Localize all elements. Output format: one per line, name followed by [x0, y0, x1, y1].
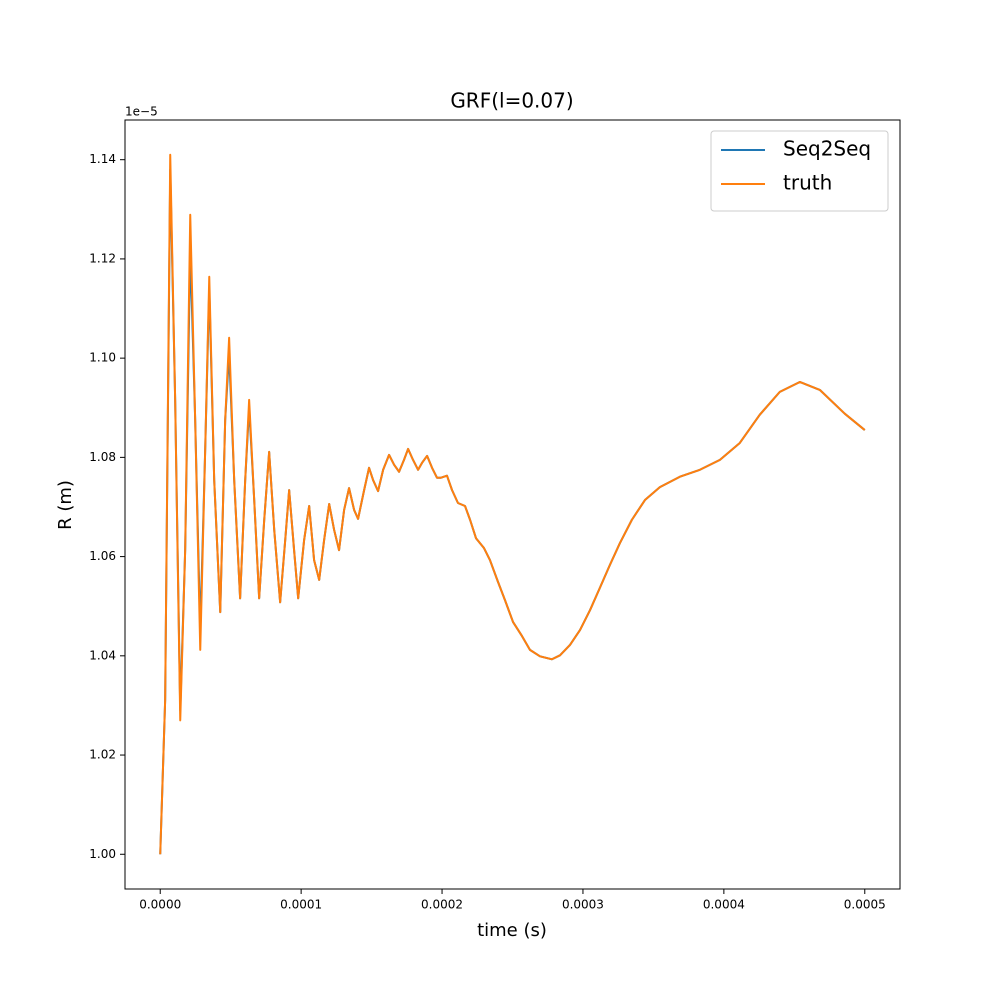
y-tick-label: 1.02	[89, 748, 116, 762]
y-tick-label: 1.14	[89, 152, 116, 166]
x-tick-label: 0.0001	[280, 898, 322, 912]
x-tick-label: 0.0005	[844, 898, 886, 912]
y-tick-label: 1.06	[89, 549, 116, 563]
y-tick-label: 1.00	[89, 847, 116, 861]
y-offset-label: 1e−5	[125, 105, 158, 119]
y-tick-label: 1.04	[89, 648, 116, 662]
x-tick-label: 0.0000	[139, 898, 181, 912]
x-tick-label: 0.0004	[703, 898, 745, 912]
y-axis-label: R (m)	[55, 480, 76, 530]
legend-label: Seq2Seq	[783, 137, 871, 161]
y-tick-label: 1.10	[89, 351, 116, 365]
x-tick-label: 0.0002	[421, 898, 463, 912]
legend-label: truth	[783, 171, 832, 195]
chart-title: GRF(l=0.07)	[450, 89, 573, 113]
plot-area: 0.0000 0.0001 0.0002 0.0003 0.0004 0.0005 1.00…	[89, 119, 901, 912]
x-tick-label: 0.0003	[562, 898, 604, 912]
axes-frame	[124, 119, 901, 890]
y-tick-label: 1.12	[89, 251, 116, 265]
series-line	[159, 153, 866, 855]
x-axis-label: time (s)	[477, 920, 547, 941]
y-tick-label: 1.08	[89, 450, 116, 464]
